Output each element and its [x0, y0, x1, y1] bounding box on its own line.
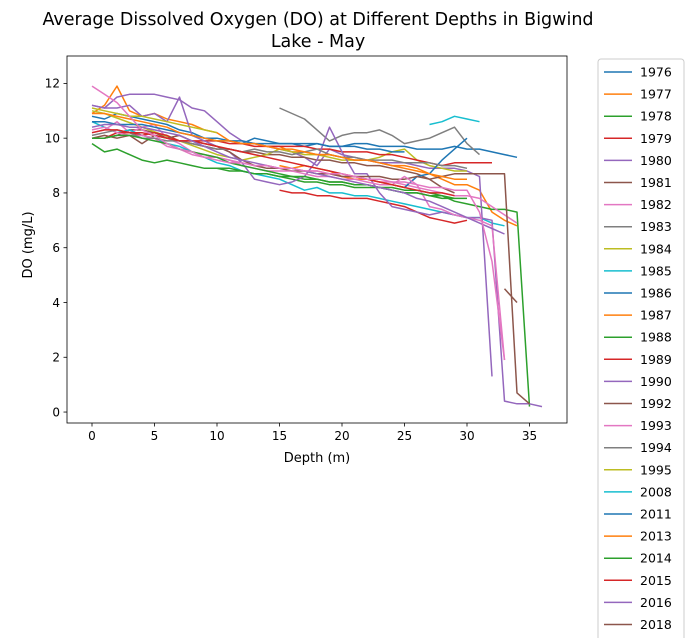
- series-line-2019: [91, 85, 506, 361]
- series-line-2011: [92, 120, 405, 153]
- axes-frame: [66, 55, 568, 424]
- y-tick-label: 6: [52, 241, 60, 255]
- legend-label-1976: 1976: [640, 65, 672, 80]
- legend-label-1990: 1990: [640, 374, 672, 389]
- series-line-1983: [279, 107, 480, 156]
- series-line-1981: [92, 129, 455, 194]
- x-tick-label: 20: [334, 429, 349, 443]
- legend-label-1995: 1995: [640, 462, 672, 477]
- legend-label-1993: 1993: [640, 418, 672, 433]
- legend-label-2014: 2014: [640, 551, 672, 566]
- legend-label-1994: 1994: [640, 440, 672, 455]
- x-axis-label: Depth (m): [284, 451, 351, 466]
- plot-area: 0 5 10 15 20 25 30 35 0 2 4 6 8 10 12: [45, 55, 568, 443]
- legend-label-1987: 1987: [640, 308, 672, 323]
- x-tick-label: 15: [272, 429, 287, 443]
- legend-label-2018: 2018: [640, 617, 672, 632]
- x-tick-label: 30: [459, 429, 474, 443]
- legend-label-2016: 2016: [640, 595, 672, 610]
- legend-label-1977: 1977: [640, 87, 672, 102]
- x-tick-label: 0: [88, 429, 96, 443]
- series-line-1994: [91, 129, 468, 170]
- chart-title-line2: Lake - May: [271, 32, 365, 52]
- chart-title-line1: Average Dissolved Oxygen (DO) at Differe…: [42, 10, 593, 30]
- x-tick-label: 5: [151, 429, 159, 443]
- y-axis-label: DO (mg/L): [21, 211, 36, 278]
- y-tick-label: 2: [52, 351, 60, 365]
- legend-label-1992: 1992: [640, 396, 672, 411]
- series-line-1985: [91, 121, 505, 227]
- legend-box: [597, 58, 685, 638]
- y-tick-label: 12: [45, 77, 60, 91]
- y-tick-label: 0: [52, 405, 60, 419]
- legend: 1976 1977 1978 1979 1980 1981 1982 1983 1984 1985…: [597, 58, 685, 638]
- legend-label-1982: 1982: [640, 197, 672, 212]
- y-tick-label: 4: [52, 296, 60, 310]
- series-line-1995: [91, 107, 218, 134]
- series-line-1978: [91, 142, 531, 407]
- y-tick-label: 8: [52, 186, 60, 200]
- series-line-2008: [429, 115, 480, 126]
- series-line-1979: [279, 189, 468, 224]
- legend-label-1979: 1979: [640, 131, 672, 146]
- legend-label-2015: 2015: [640, 573, 672, 588]
- x-tick-label: 25: [397, 429, 412, 443]
- series-line-2013: [92, 112, 467, 180]
- series-line-2018: [503, 288, 518, 304]
- legend-label-1978: 1978: [640, 109, 672, 124]
- series-line-1977: [91, 85, 518, 227]
- y-tick-label: 10: [45, 131, 60, 145]
- x-tick-label: 10: [209, 429, 224, 443]
- legend-label-1986: 1986: [640, 286, 672, 301]
- legend-label-1983: 1983: [640, 219, 672, 234]
- legend-label-1985: 1985: [640, 263, 672, 278]
- legend-label-1984: 1984: [640, 241, 672, 256]
- legend-label-2011: 2011: [640, 507, 672, 522]
- series-line-1989: [92, 131, 492, 167]
- x-tick-label: 35: [522, 429, 537, 443]
- legend-label-1980: 1980: [640, 153, 672, 168]
- legend-label-1981: 1981: [640, 175, 672, 190]
- legend-label-2013: 2013: [640, 529, 672, 544]
- legend-label-2008: 2008: [640, 484, 672, 499]
- legend-label-1989: 1989: [640, 352, 672, 367]
- legend-label-1988: 1988: [640, 330, 672, 345]
